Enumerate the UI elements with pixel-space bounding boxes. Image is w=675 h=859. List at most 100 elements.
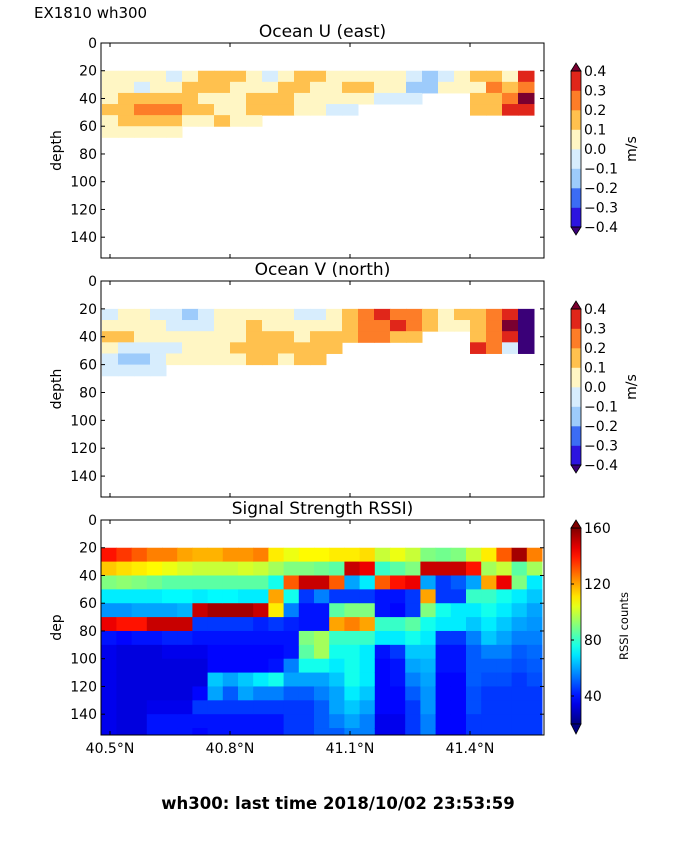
heatmap-cell	[162, 561, 178, 576]
heatmap-cell	[101, 714, 117, 729]
y-tick-label: 0	[88, 513, 97, 529]
heatmap-cell	[230, 70, 247, 83]
heatmap-cell	[502, 92, 519, 105]
heatmap-cell	[146, 547, 163, 563]
heatmap-cell	[422, 70, 439, 83]
heatmap-cell	[359, 644, 376, 660]
heatmap-cell	[390, 617, 406, 632]
heatmap-cell	[481, 714, 497, 729]
heatmap-cell	[162, 686, 178, 701]
heatmap-cell	[162, 658, 178, 674]
heatmap-cell	[238, 686, 254, 701]
heatmap-cell	[253, 644, 269, 660]
x-tick-label: 40.5°N	[86, 741, 135, 757]
heatmap-cell	[374, 603, 391, 618]
heatmap-cell	[526, 561, 543, 576]
heatmap-cell	[314, 589, 330, 604]
heatmap-cell	[486, 81, 503, 94]
heatmap-cell	[420, 644, 437, 660]
colorbar-tick-label: 0.4	[584, 302, 606, 318]
heatmap-cell	[329, 603, 345, 618]
heatmap-cell	[422, 320, 439, 332]
heatmap-cell	[283, 714, 300, 729]
heatmap-cell	[134, 70, 151, 83]
heatmap-cell	[198, 353, 215, 366]
colorbar-tick-label: 0.4	[584, 64, 606, 80]
heatmap-cell	[406, 320, 423, 332]
heatmap-cell	[222, 575, 239, 590]
heatmap-cell	[329, 630, 345, 646]
colorbar-tick-label: 0.0	[584, 380, 606, 396]
heatmap-cell	[102, 364, 119, 377]
y-tick-label: 20	[79, 64, 97, 80]
heatmap-cell	[344, 672, 361, 687]
heatmap-cell	[450, 617, 467, 632]
heatmap-cell	[182, 104, 199, 116]
heatmap-cell	[101, 603, 117, 618]
footer-last-time: wh300: last time 2018/10/02 23:53:59	[161, 794, 514, 813]
colorbar-segment	[571, 445, 581, 466]
heatmap-cell	[310, 92, 327, 105]
heatmap-cell	[150, 126, 167, 138]
heatmap-cell	[182, 70, 199, 83]
heatmap-cell	[526, 617, 543, 632]
heatmap-cell	[359, 658, 376, 674]
heatmap-cell	[116, 714, 133, 729]
heatmap-cell	[182, 92, 199, 105]
heatmap-cell	[222, 630, 239, 646]
heatmap-cell	[283, 547, 300, 563]
axes-frame	[100, 280, 545, 498]
heatmap-cell	[222, 686, 239, 701]
heatmap-cell	[390, 92, 407, 105]
heatmap-cell	[298, 644, 315, 660]
heatmap-cell	[283, 575, 300, 590]
heatmap-cell	[134, 81, 151, 94]
heatmap-cell	[131, 589, 148, 604]
heatmap-cell	[298, 658, 315, 674]
heatmap-cell	[298, 728, 315, 735]
heatmap-cell	[450, 603, 467, 618]
colorbar-segment	[571, 406, 581, 427]
heatmap-cell	[314, 561, 330, 576]
heatmap-cell	[329, 547, 345, 563]
heatmap-cell	[150, 342, 167, 354]
heatmap-cell	[207, 700, 224, 715]
heatmap-cell	[481, 644, 497, 660]
heatmap-cell	[374, 630, 391, 646]
heatmap-cell	[253, 686, 269, 701]
heatmap-cell	[182, 353, 199, 366]
heatmap-cell	[496, 644, 513, 660]
heatmap-cell	[246, 308, 263, 321]
heatmap-cell	[150, 81, 167, 94]
heatmap-cell	[230, 331, 247, 343]
colorbar-tick-label: 0.0	[584, 142, 606, 158]
heatmap-cell	[405, 644, 421, 660]
heatmap-cell	[374, 561, 391, 576]
colorbar-segment	[571, 129, 581, 150]
heatmap-cell	[134, 331, 151, 343]
colorbar-frame	[570, 308, 582, 466]
heatmap-cell	[450, 575, 467, 590]
heatmap-cell	[131, 672, 148, 687]
heatmap-cell	[390, 630, 406, 646]
heatmap-cell	[162, 575, 178, 590]
y-tick-label: 40	[79, 91, 97, 107]
heatmap-cell	[283, 561, 300, 576]
heatmap-cell	[405, 561, 421, 576]
heatmap-cell	[268, 644, 285, 660]
heatmap-cell	[207, 728, 224, 735]
y-tick-label: 100	[70, 413, 97, 429]
heatmap-cell	[268, 700, 285, 715]
heatmap-cell	[214, 308, 231, 321]
heatmap-cell	[511, 575, 528, 590]
heatmap-cell	[268, 658, 285, 674]
heatmap-cell	[102, 81, 119, 94]
heatmap-cell	[486, 320, 503, 332]
heatmap-cell	[344, 644, 361, 660]
heatmap-cell	[101, 630, 117, 646]
heatmap-cell	[146, 603, 163, 618]
heatmap-cell	[146, 575, 163, 590]
heatmap-cell	[329, 672, 345, 687]
heatmap-cell	[405, 714, 421, 729]
heatmap-cell	[518, 92, 535, 105]
